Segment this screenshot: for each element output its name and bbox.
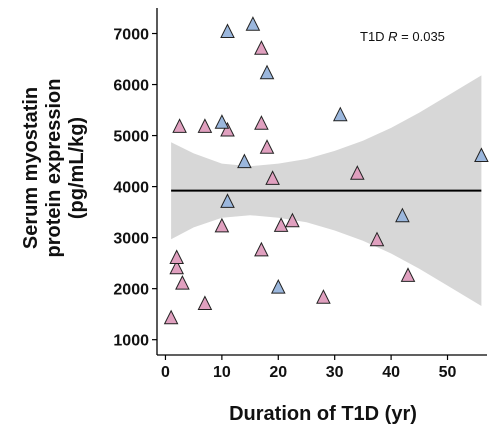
data-point-group-a xyxy=(175,274,190,290)
data-point-group-b xyxy=(270,278,286,294)
x-tick-label: 40 xyxy=(382,364,400,381)
y-axis-title-line-3: (pg/mL/kg) xyxy=(66,117,88,219)
x-axis-title: Duration of T1D (yr) xyxy=(229,403,417,425)
correlation-annotation: T1D R = 0.035 xyxy=(360,29,445,44)
y-tick-label: 4000 xyxy=(113,180,149,197)
y-axis-title-line-2: protein expression xyxy=(43,79,65,258)
data-point-group-a xyxy=(316,289,331,304)
data-point-group-a xyxy=(220,121,235,137)
y-tick-label: 1000 xyxy=(113,333,149,350)
y-axis-title: Serum myostatin protein expression (pg/m… xyxy=(20,79,88,258)
y-tick-label: 2000 xyxy=(113,282,149,299)
y-axis-title-line-1: Serum myostatin xyxy=(20,87,42,249)
data-point-group-b xyxy=(395,207,410,223)
data-point-group-a xyxy=(254,241,269,257)
x-tick-label: 50 xyxy=(439,364,457,381)
y-tick-label: 6000 xyxy=(113,78,149,95)
data-point-group-b xyxy=(332,106,348,122)
data-points-layer xyxy=(163,16,489,325)
data-point-group-a xyxy=(400,267,416,282)
data-point-group-a xyxy=(349,165,365,180)
data-point-group-a xyxy=(254,115,269,130)
x-tick-label: 30 xyxy=(326,364,344,381)
data-point-group-a xyxy=(197,295,213,310)
data-point-group-a xyxy=(285,212,300,228)
data-point-group-b xyxy=(237,153,252,169)
data-point-group-b xyxy=(245,16,261,31)
y-tick-label: 5000 xyxy=(113,129,149,146)
data-point-group-a xyxy=(254,40,269,55)
data-point-group-a xyxy=(172,118,187,133)
data-point-group-a xyxy=(169,259,185,275)
data-point-group-b xyxy=(214,114,230,129)
data-point-group-a xyxy=(169,249,185,264)
y-tick-label: 3000 xyxy=(113,231,149,248)
x-tick-label: 0 xyxy=(161,364,170,381)
data-point-group-a xyxy=(259,139,275,154)
data-point-group-a xyxy=(265,170,280,185)
data-point-group-b xyxy=(474,147,489,162)
data-point-group-a xyxy=(369,231,385,247)
data-point-group-a xyxy=(214,217,230,233)
data-point-group-a xyxy=(197,118,213,133)
x-tick-label: 10 xyxy=(213,364,231,381)
axes-layer: 1000 2000 3000 4000 5000 6000 7000 0 10 20 30 40 50 xyxy=(113,8,487,381)
data-point-group-a xyxy=(273,217,289,232)
data-point-group-b xyxy=(259,64,275,80)
data-point-group-b xyxy=(220,193,235,208)
y-tick-label: 7000 xyxy=(113,27,149,44)
x-tick-label: 20 xyxy=(269,364,287,381)
data-point-group-a xyxy=(163,309,179,325)
data-point-group-b xyxy=(220,23,235,38)
